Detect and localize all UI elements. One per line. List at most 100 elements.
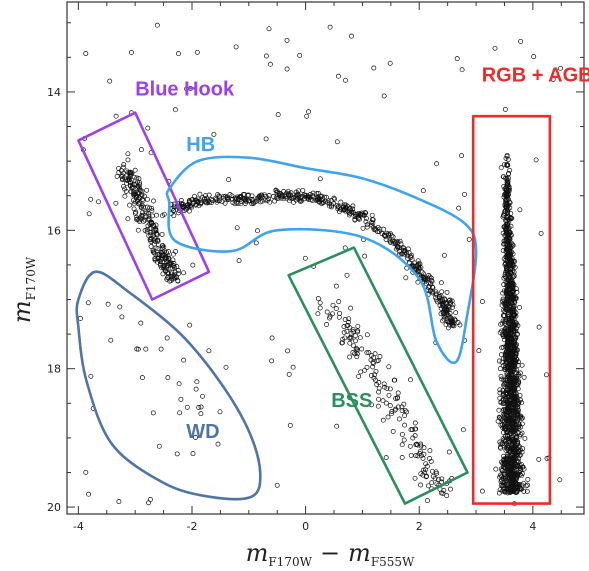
data-point — [360, 225, 366, 231]
data-point — [501, 213, 507, 219]
data-point — [436, 476, 441, 482]
data-point — [418, 441, 424, 447]
data-point — [503, 401, 509, 407]
data-point — [355, 213, 361, 219]
data-point — [216, 198, 222, 204]
data-point — [506, 374, 512, 380]
data-point — [429, 480, 435, 486]
data-point — [174, 451, 180, 457]
data-point — [536, 456, 542, 462]
data-point — [190, 262, 196, 268]
data-point — [359, 346, 365, 352]
data-point — [466, 236, 472, 242]
data-point — [171, 263, 177, 269]
data-point — [196, 203, 202, 209]
data-point — [512, 466, 518, 472]
data-point — [306, 109, 312, 115]
data-point — [502, 412, 508, 418]
data-point — [426, 483, 431, 489]
data-point — [447, 297, 453, 303]
data-point — [448, 299, 454, 305]
data-point — [505, 416, 511, 422]
data-point — [161, 263, 167, 268]
data-point — [501, 224, 507, 230]
region-labels: Blue Hook HB BSS WD RGB + AGB — [135, 65, 589, 443]
data-point — [429, 468, 435, 474]
data-point — [133, 195, 139, 201]
data-point — [439, 476, 445, 482]
y-axis-label-sub: F170W — [24, 256, 38, 300]
data-point — [169, 266, 175, 272]
data-point — [493, 466, 499, 472]
data-point — [147, 497, 153, 502]
data-point — [356, 216, 362, 222]
data-point — [518, 473, 524, 479]
data-point — [336, 299, 342, 305]
data-point — [369, 373, 374, 378]
data-point — [502, 308, 508, 314]
data-point — [440, 490, 446, 496]
data-point — [258, 192, 264, 198]
data-point — [138, 216, 144, 222]
data-point — [514, 357, 520, 362]
data-point — [502, 161, 508, 167]
data-point — [181, 208, 187, 213]
data-point — [511, 453, 517, 459]
data-point — [440, 318, 446, 324]
data-point — [430, 289, 435, 295]
data-point — [151, 237, 157, 243]
data-point — [286, 371, 292, 377]
data-point — [387, 386, 393, 392]
data-point — [190, 200, 196, 206]
data-point — [402, 413, 408, 418]
data-point — [249, 193, 255, 199]
data-point — [395, 390, 401, 396]
data-point — [418, 482, 424, 488]
data-point — [424, 463, 430, 469]
data-point — [421, 271, 427, 277]
data-point — [334, 423, 340, 429]
data-point — [140, 210, 146, 215]
data-point — [217, 409, 223, 415]
data-point — [362, 367, 368, 373]
data-point — [514, 475, 519, 481]
data-point — [135, 227, 141, 233]
data-point — [521, 466, 527, 472]
data-point — [170, 251, 176, 257]
data-point — [413, 453, 419, 459]
data-point — [86, 211, 92, 217]
data-point — [121, 183, 127, 189]
data-point — [428, 275, 434, 281]
data-point — [119, 174, 125, 179]
data-point — [350, 206, 356, 212]
data-point — [558, 65, 563, 71]
data-point — [515, 417, 520, 423]
data-point — [479, 488, 485, 494]
data-point — [442, 297, 448, 303]
data-point — [399, 431, 405, 437]
data-point — [513, 335, 519, 341]
data-point — [141, 193, 147, 199]
data-point — [393, 406, 399, 412]
data-point — [443, 306, 449, 311]
data-point — [184, 404, 190, 410]
data-point — [313, 197, 319, 203]
data-point — [331, 195, 337, 201]
data-point — [502, 106, 508, 112]
data-point — [419, 453, 424, 459]
data-point — [171, 208, 177, 214]
data-point — [512, 440, 518, 446]
data-point — [439, 301, 445, 307]
data-point — [216, 193, 222, 199]
data-point — [445, 319, 451, 325]
data-point — [512, 400, 518, 406]
data-point — [157, 258, 163, 264]
data-point — [304, 113, 310, 119]
data-point — [501, 419, 507, 425]
data-point — [288, 193, 294, 198]
data-point — [190, 451, 196, 457]
data-point — [227, 192, 233, 197]
data-point — [88, 373, 94, 379]
data-point — [506, 316, 512, 322]
data-point — [427, 274, 433, 280]
